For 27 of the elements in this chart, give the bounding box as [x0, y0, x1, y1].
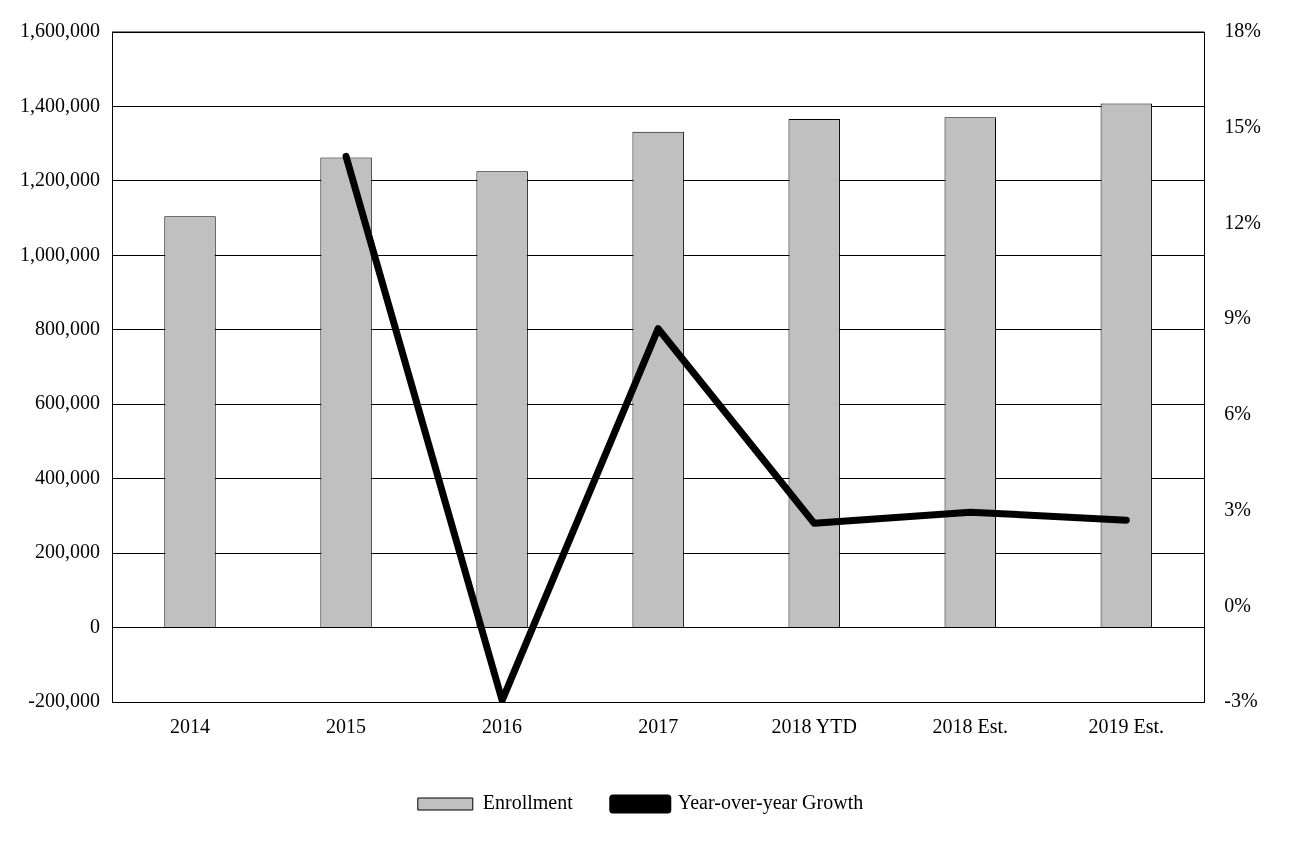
- y2-tick-label: 0%: [1224, 593, 1252, 616]
- y-tick-label: -200,000: [28, 689, 100, 712]
- y-tick-label: 1,600,000: [20, 19, 100, 42]
- x-tick-label: 2018 YTD: [771, 715, 857, 738]
- y-tick-label: 1,000,000: [20, 242, 100, 265]
- x-tick-label: 2017: [638, 715, 679, 738]
- y2-tick-label: 9%: [1224, 306, 1252, 329]
- y-tick-label: 800,000: [35, 317, 100, 340]
- x-tick-label: 2019 Est.: [1088, 715, 1165, 738]
- y-tick-label: 600,000: [35, 391, 100, 414]
- y2-tick-label: -3%: [1224, 689, 1258, 712]
- y2-tick-label: 3%: [1224, 497, 1252, 520]
- x-tick-label: 2016: [482, 715, 523, 738]
- y2-tick-label: 12%: [1224, 210, 1262, 233]
- y2-tick-label: 15%: [1224, 114, 1262, 137]
- legend-label: Enrollment: [482, 791, 574, 814]
- x-tick-label: 2014: [170, 715, 211, 738]
- y-tick-label: 1,400,000: [20, 93, 100, 116]
- y-tick-label: 0: [90, 614, 100, 637]
- y-tick-label: 1,200,000: [20, 168, 100, 191]
- y-tick-label: 400,000: [35, 465, 100, 488]
- x-tick-label: 2018 Est.: [932, 715, 1009, 738]
- x-tick-label: 2015: [326, 715, 367, 738]
- legend-label: Year-over-year Growth: [677, 791, 864, 815]
- y2-tick-label: 6%: [1224, 402, 1252, 425]
- y-tick-label: 200,000: [35, 540, 100, 563]
- y2-tick-label: 18%: [1224, 19, 1262, 42]
